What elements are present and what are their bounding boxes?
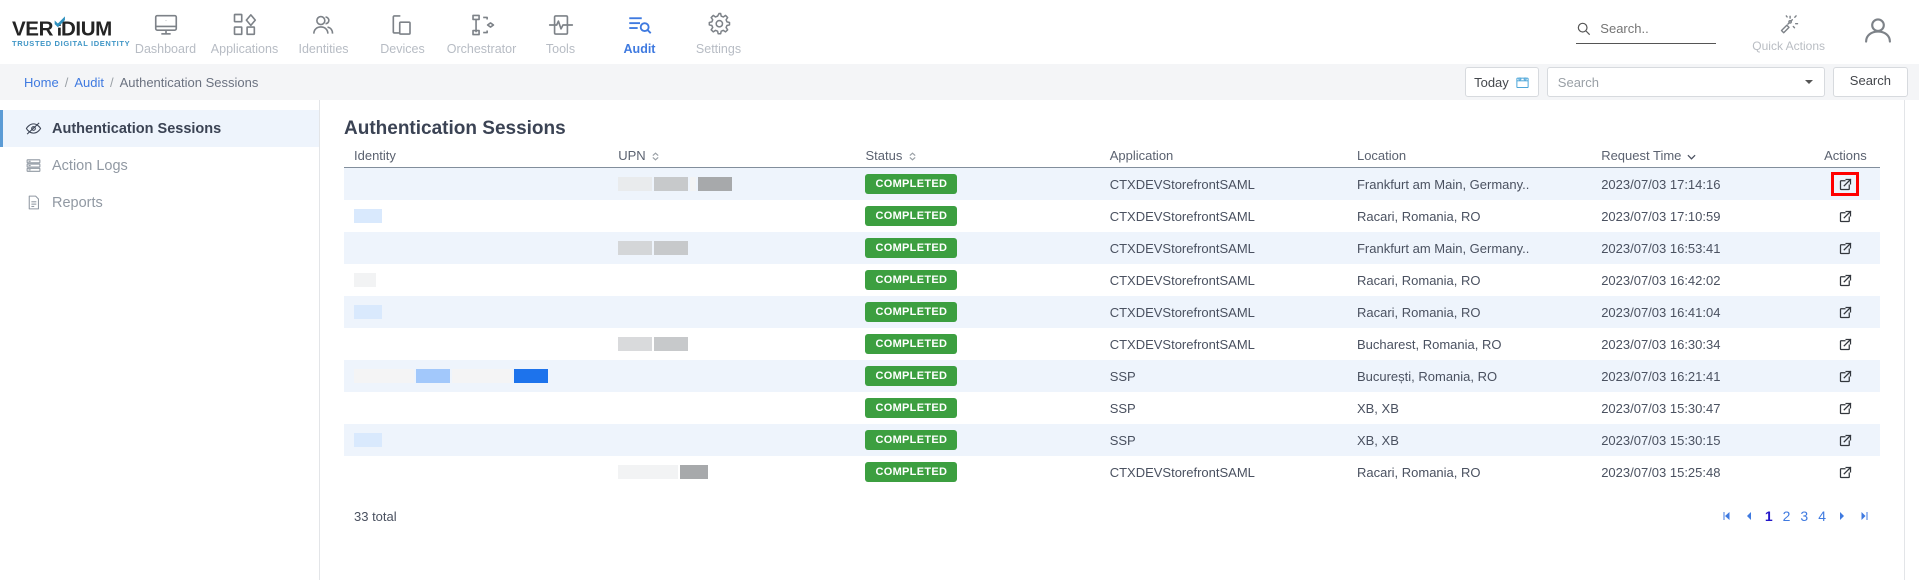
svg-text:DIUM: DIUM <box>61 17 112 40</box>
svg-text:VER: VER <box>12 17 54 40</box>
svg-text:TRUSTED DIGITAL IDENTITY: TRUSTED DIGITAL IDENTITY <box>12 38 130 47</box>
